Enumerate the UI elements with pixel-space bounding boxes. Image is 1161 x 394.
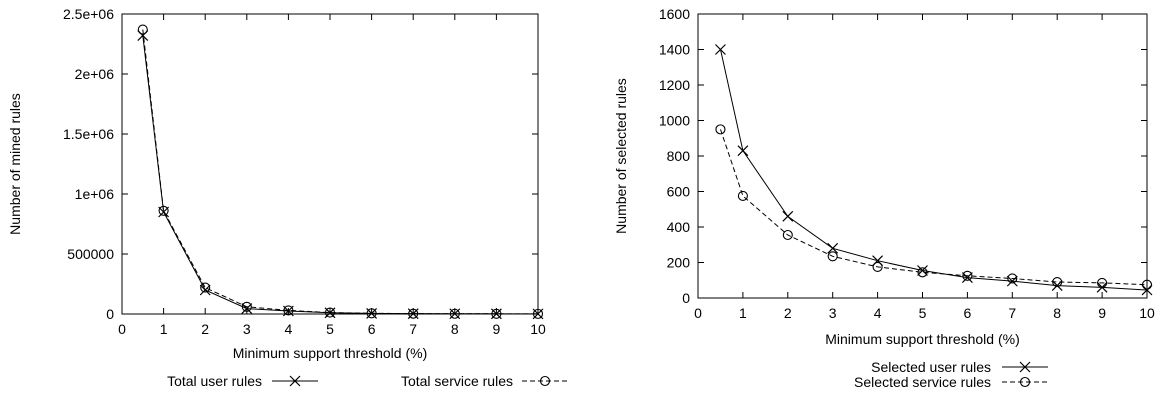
x-tick-label: 5 [919,305,927,321]
legend-label: Selected service rules [854,374,991,390]
data-point [1006,275,1018,287]
x-tick-label: 5 [326,321,334,337]
legend-label: Total service rules [401,373,513,389]
x-tick-label: 6 [368,321,376,337]
data-point [827,242,839,254]
plot-frame [121,13,539,315]
data-point [782,229,793,241]
data-point [1141,284,1153,296]
x-tick-label: 2 [784,305,792,321]
x-axis-label: Minimum support threshold (%) [825,331,1020,347]
x-tick-label: 3 [243,321,251,337]
legend-label: Selected user rules [871,359,991,375]
x-tick-label: 6 [964,305,972,321]
chart-2: 0 1 2 3 4 5 6 7 8 9 10 0 200 400 600 800 1000 1200 1400 160… [613,6,1155,390]
x-tick-label: 9 [1098,305,1106,321]
data-point [782,210,794,222]
x-tick-label: 8 [1053,305,1061,321]
data-point [408,308,419,319]
x-tick-label: 8 [451,321,459,337]
y-tick-label: 1200 [659,77,690,93]
data-point [872,261,883,272]
data-point [199,284,211,296]
y-axis-label: Number of selected rules [613,78,629,234]
y-tick-label: 0 [682,290,690,306]
y-tick-label: 200 [667,255,691,271]
data-point [961,272,973,284]
x-axis-label: Minimum support threshold (%) [233,345,428,361]
y-tick-label: 0 [106,306,114,322]
y-axis-label: Number of mined rules [7,93,23,235]
y-tick-label: 1e+06 [75,186,115,202]
x-tick-label: 1 [739,305,747,321]
data-point [962,270,973,281]
y-tick-label: 1400 [659,42,690,58]
y-tick-label: 2e+06 [75,66,115,82]
y-tick-label: 1.5e+06 [63,126,114,142]
data-point [366,308,377,319]
y-tick-label: 1600 [659,6,690,22]
x-tick-label: 0 [118,321,126,337]
legend-entry: Total service rules [401,373,568,389]
x-tick-label: 10 [1139,305,1155,321]
data-point [737,145,749,157]
series-2 [137,24,544,319]
data-point [1141,279,1153,290]
x-tick-label: 7 [1008,305,1016,321]
series-2 [715,124,1153,290]
data-point [491,308,502,319]
data-point [827,251,838,262]
chart-1: 0 1 2 3 4 5 6 7 8 9 10 0 500000 1e+06 1.5e+06 2e+06 2.5e… [7,6,568,389]
y-tick-label: 800 [667,148,691,164]
x-tick-label: 7 [409,321,417,337]
x-tick-label: 2 [201,321,209,337]
series-line [720,49,1148,291]
data-point [137,24,148,35]
data-point [1007,273,1018,284]
data-point [715,124,726,135]
legend-marker [1019,361,1031,373]
data-point [283,305,294,316]
legend-label: Total user rules [167,373,262,389]
y-tick-label: 400 [667,219,691,235]
x-tick-label: 4 [874,305,882,321]
data-point [532,308,544,319]
data-point [737,190,748,201]
data-point [917,265,928,276]
x-tick-label: 0 [694,305,702,321]
x-tick-label: 9 [493,321,501,337]
legend-entry: Selected user rules [871,359,1048,375]
legend-entry: Total user rules [167,373,318,389]
legend-marker [289,375,301,387]
y-tick-label: 1000 [659,113,690,129]
data-point [449,308,460,319]
series-line [142,29,539,315]
data-point [241,301,252,312]
legend-entry: Selected service rules [854,374,1048,390]
legend-marker [1019,376,1031,388]
plot-frame [697,13,1148,299]
data-point [715,44,726,55]
data-point [917,267,928,278]
data-point [1052,276,1063,288]
y-tick-label: 600 [667,184,691,200]
series-line [142,35,539,315]
x-tick-label: 4 [285,321,293,337]
x-tick-label: 1 [160,321,168,337]
data-point [158,205,169,216]
legend-marker [539,375,551,387]
y-tick-label: 500000 [67,246,114,262]
data-point [241,303,253,315]
data-point [200,282,211,293]
series-line [720,129,1148,286]
series-1 [715,44,1153,296]
data-point [158,206,170,218]
data-point [1097,277,1108,288]
data-point [324,307,336,318]
y-tick-label: 2.5e+06 [63,6,114,22]
x-tick-label: 3 [829,305,837,321]
x-tick-label: 10 [530,321,546,337]
